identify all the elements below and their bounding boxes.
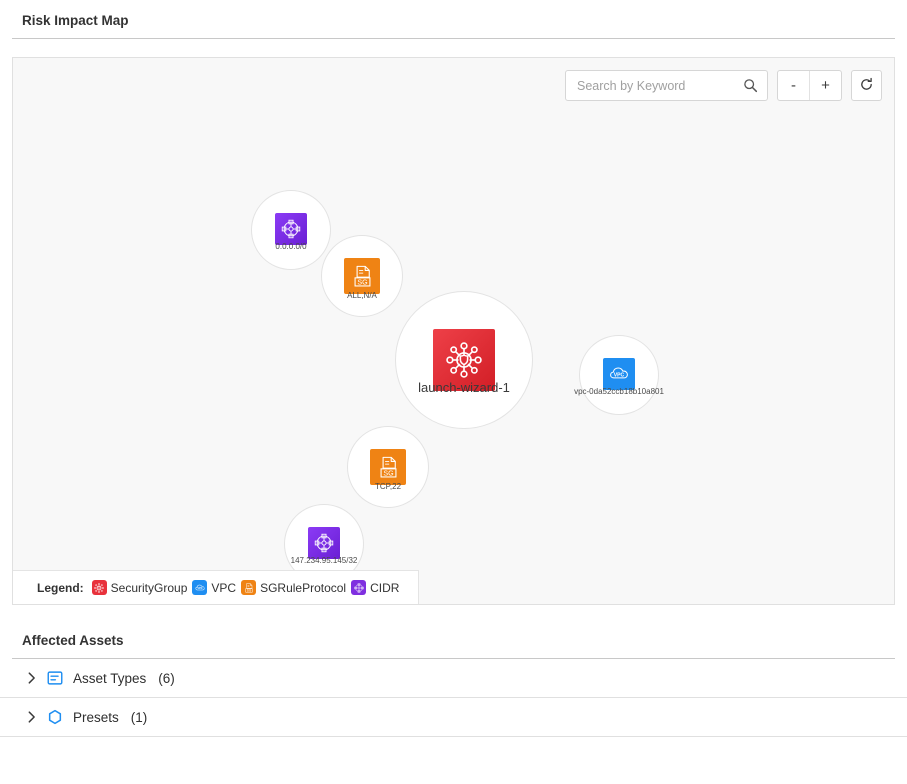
graph-node[interactable]: VPC vpc-0da52ccb18b10a801 [574,335,664,415]
cidr-icon [351,580,367,595]
svg-text:VPC: VPC [614,372,625,378]
legend-item: SG SGRuleProtocol [241,580,346,595]
asset-row-label: Presets [73,709,119,725]
asset-row[interactable]: Asset Types (6) [0,659,907,698]
affected-assets-list: Asset Types (6) Presets (1) [0,659,907,737]
graph-legend: Legend: SecurityGroup VPC VPC [13,570,420,604]
graph-node-label: vpc-0da52ccb18b10a801 [574,387,664,396]
legend-item: SecurityGroup [91,580,188,595]
affected-assets-title: Affected Assets [22,633,124,648]
graph-node[interactable]: launch-wizard-1 [395,291,533,429]
risk-impact-map-title: Risk Impact Map [22,13,129,28]
graph-node-label: TCP,22 [374,482,402,491]
sg-rule-icon: SG [344,258,380,294]
graph-canvas[interactable]: 0.0.0.0/0 SG ALL,N/A laun [13,58,894,604]
graph-node[interactable]: SG ALL,N/A [321,235,403,317]
asset-row-count: (1) [130,709,148,725]
asset-row-count: (6) [158,670,175,686]
asset-row[interactable]: Presets (1) [0,698,907,737]
vpc-cloud-icon: VPC [192,580,208,595]
svg-text:SG: SG [383,469,393,477]
security-group-icon [433,329,495,391]
risk-impact-map-section: Risk Impact Map - + [12,13,895,605]
svg-text:SG: SG [357,278,367,286]
graph-edges [13,58,313,208]
graph-node-label: launch-wizard-1 [418,380,510,395]
vpc-cloud-icon: VPC [603,358,635,390]
sg-rule-icon: SG [370,449,406,485]
section-divider [12,658,895,659]
graph-node-label: 147.234.95.145/32 [290,556,358,565]
legend-item: VPC VPC [192,580,236,595]
zoom-divider [809,71,810,100]
section-divider [12,38,895,39]
graph-node-label: ALL,N/A [347,291,377,300]
asset-row-label: Asset Types [73,670,147,686]
sg-rule-icon: SG [241,580,257,595]
chevron-right-icon[interactable] [26,710,37,724]
asset-types-icon [47,670,63,686]
cidr-icon [308,527,340,559]
graph-node-label: 0.0.0.0/0 [275,242,307,251]
zoom-in-button[interactable]: + [810,71,841,100]
search-box[interactable] [565,70,768,101]
legend-item-label: CIDR [370,580,400,595]
search-input[interactable] [577,78,743,93]
chevron-right-icon[interactable] [26,671,37,685]
svg-text:VPC: VPC [197,586,202,590]
search-icon[interactable] [743,78,758,93]
legend-item-label: SecurityGroup [110,580,188,595]
zoom-button-group: - + [777,70,842,101]
graph-toolbar: - + [565,70,882,101]
security-group-icon [91,580,107,595]
graph-node[interactable]: 0.0.0.0/0 [251,190,331,270]
cidr-icon [275,213,307,245]
affected-assets-section: Affected Assets Asset Types (6) Presets (1) [0,633,907,737]
svg-text:SG: SG [246,588,251,592]
legend-item: CIDR [351,580,399,595]
graph-panel: - + [12,57,895,605]
graph-node[interactable]: SG TCP,22 [347,426,429,508]
presets-hexagon-icon [47,709,63,725]
reset-view-button[interactable] [851,70,882,101]
legend-title: Legend: [37,580,84,595]
zoom-out-button[interactable]: - [778,71,809,100]
legend-item-label: VPC [211,580,237,595]
refresh-icon [859,77,874,95]
legend-item-label: SGRuleProtocol [260,580,347,595]
